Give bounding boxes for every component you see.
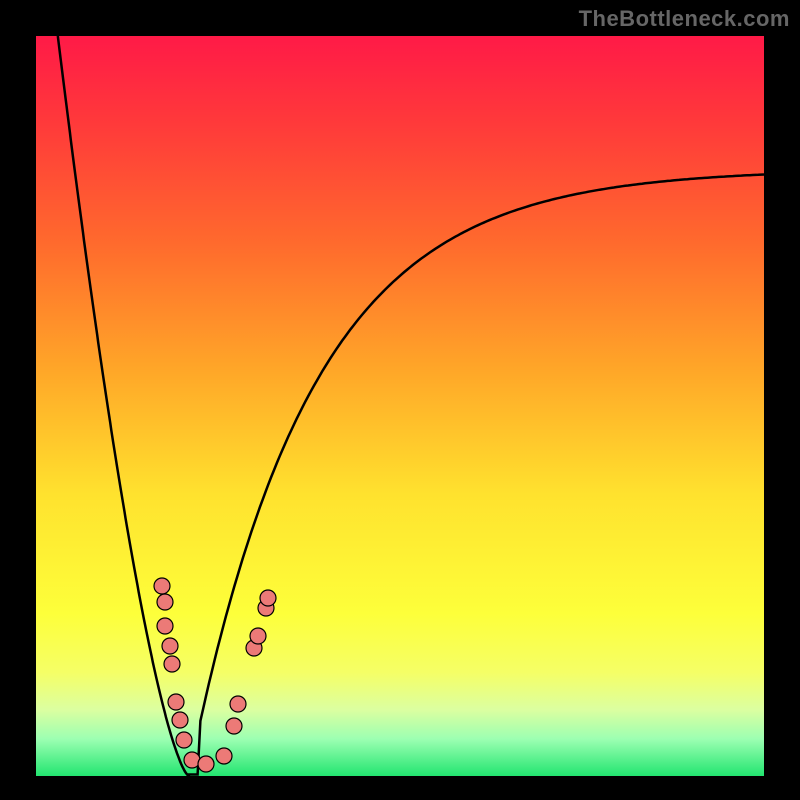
data-marker [176, 732, 192, 748]
watermark-text: TheBottleneck.com [579, 6, 790, 32]
data-marker [154, 578, 170, 594]
data-marker [226, 718, 242, 734]
chart-stage: TheBottleneck.com [0, 0, 800, 800]
data-marker [198, 756, 214, 772]
data-marker [250, 628, 266, 644]
data-marker [162, 638, 178, 654]
data-marker [157, 618, 173, 634]
data-marker [164, 656, 180, 672]
data-marker [172, 712, 188, 728]
data-marker [157, 594, 173, 610]
data-marker [260, 590, 276, 606]
data-marker [168, 694, 184, 710]
curve-layer [0, 0, 800, 800]
data-marker [216, 748, 232, 764]
data-marker [230, 696, 246, 712]
